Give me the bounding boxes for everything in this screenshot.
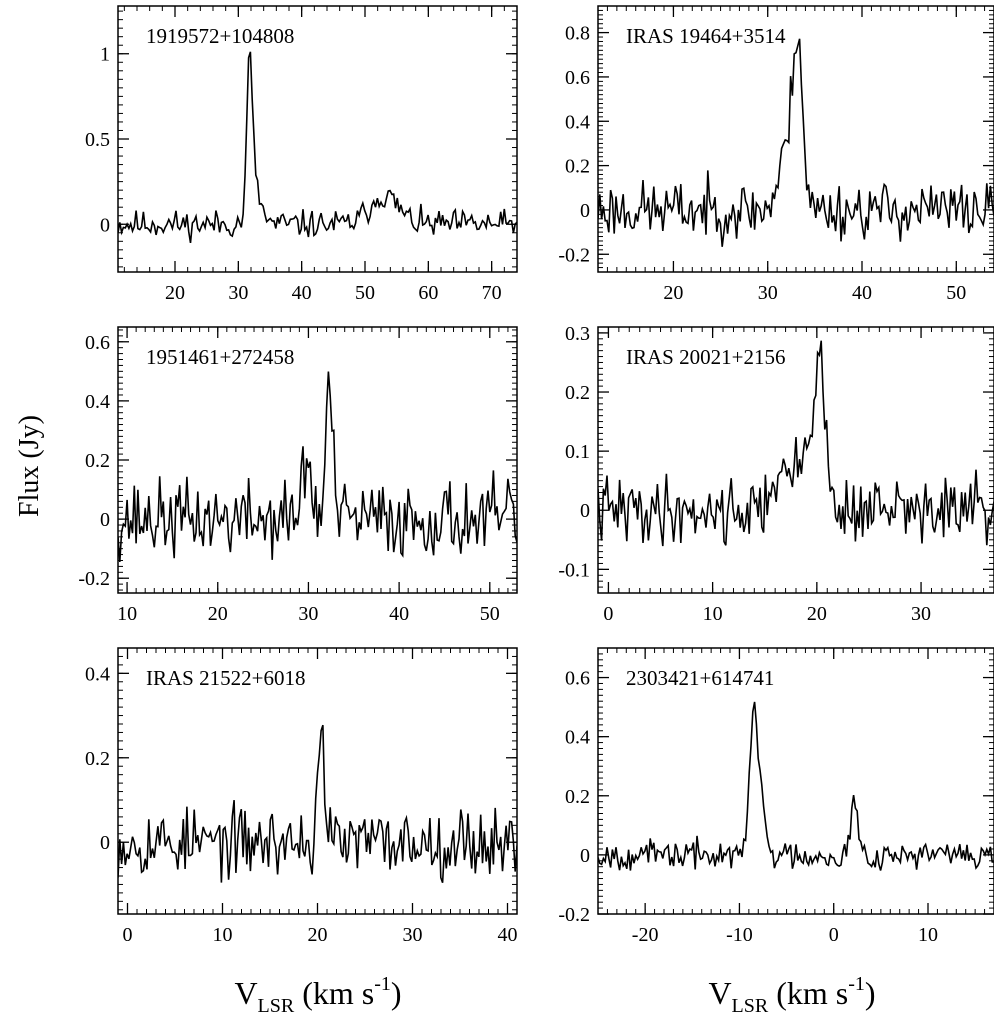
x-tick-label: 20 xyxy=(165,282,185,304)
x-tick-label: 20 xyxy=(308,924,328,946)
x-tick-label: 10 xyxy=(918,924,938,946)
x-tick-label: 10 xyxy=(117,603,137,625)
y-tick-label: 0 xyxy=(580,845,590,867)
x-tick-label: 30 xyxy=(298,603,318,625)
x-tick-label: 20 xyxy=(807,603,827,625)
x-tick-label: 50 xyxy=(355,282,375,304)
x-tick-label: 20 xyxy=(208,603,228,625)
x-tick-label: 0 xyxy=(603,603,613,625)
x-tick-label: 50 xyxy=(480,603,500,625)
spectrum-line xyxy=(598,38,994,247)
x-axis-label-sub: LSR xyxy=(258,995,295,1017)
spectrum-line xyxy=(118,51,517,244)
x-tick-label: 10 xyxy=(703,603,723,625)
spectrum-line xyxy=(118,371,517,562)
y-tick-label: 0.6 xyxy=(565,668,590,690)
y-tick-label: 0.6 xyxy=(565,67,590,89)
y-tick-label: 0.4 xyxy=(85,391,110,413)
spectrum-panel-5: 0 10 20 30 40 0 0.2 0.4 IRAS 21522+6018 xyxy=(85,647,518,946)
x-tick-label: 0 xyxy=(123,924,133,946)
spectrum-line xyxy=(598,701,994,871)
spectrum-panel-1: 20 30 40 50 60 70 0 0.5 1 1919572+104808 xyxy=(85,5,518,304)
y-tick-label: 0.3 xyxy=(565,323,590,345)
y-tick-label: 0.5 xyxy=(85,129,110,151)
y-tick-label: -0.2 xyxy=(558,244,590,266)
y-tick-label: 0 xyxy=(100,214,110,236)
x-axis-label-exp: -1 xyxy=(848,973,865,995)
y-tick-label: 0 xyxy=(580,200,590,222)
y-tick-label: 0 xyxy=(100,509,110,531)
y-tick-label: 0 xyxy=(100,832,110,854)
y-tick-label: 0 xyxy=(580,500,590,522)
x-tick-label: 0 xyxy=(829,924,839,946)
x-axis-label-main: V xyxy=(234,975,257,1011)
x-tick-label: 30 xyxy=(758,282,778,304)
source-name: IRAS 20021+2156 xyxy=(626,345,785,369)
x-tick-label: 40 xyxy=(389,603,409,625)
x-tick-label: 50 xyxy=(946,282,966,304)
y-tick-label: 1 xyxy=(100,44,110,66)
x-tick-label: 30 xyxy=(228,282,248,304)
y-tick-label: 0.6 xyxy=(85,332,110,354)
x-tick-label: 60 xyxy=(418,282,438,304)
y-tick-label: 0.4 xyxy=(565,111,590,133)
source-name: IRAS 21522+6018 xyxy=(146,666,305,690)
y-tick-label: 0.2 xyxy=(565,382,590,404)
x-axis-label-units: (km s xyxy=(768,975,848,1011)
spectrum-panel-3: 10 20 30 40 50 -0.2 0 0.2 0.4 0.6 1951461+272458 xyxy=(78,326,518,625)
x-tick-label: -20 xyxy=(632,924,659,946)
x-axis-label-right: VLSR (km s-1) xyxy=(708,973,875,1017)
y-tick-label: 0.4 xyxy=(85,663,110,685)
x-axis-label-exp: -1 xyxy=(374,973,391,995)
x-tick-label: 70 xyxy=(482,282,502,304)
y-tick-label: 0.1 xyxy=(565,441,590,463)
y-tick-label: 0.2 xyxy=(565,786,590,808)
y-tick-label: -0.1 xyxy=(558,559,590,581)
spectrum-line xyxy=(118,724,517,883)
x-tick-label: 10 xyxy=(213,924,233,946)
source-name: 1919572+104808 xyxy=(146,24,294,48)
y-tick-label: -0.2 xyxy=(78,568,110,590)
spectrum-panel-4: 0 10 20 30 -0.1 0 0.1 0.2 0.3 IRAS 20021+2156 xyxy=(558,323,994,625)
x-axis-label-close: ) xyxy=(865,975,876,1011)
x-axis-label-units: (km s xyxy=(294,975,374,1011)
x-axis-label-sub: LSR xyxy=(732,995,769,1017)
x-axis-label-close: ) xyxy=(391,975,402,1011)
spectrum-line xyxy=(598,340,994,547)
y-tick-label: 0.2 xyxy=(85,748,110,770)
x-tick-label: 30 xyxy=(403,924,423,946)
x-tick-label: 20 xyxy=(663,282,683,304)
y-tick-label: -0.2 xyxy=(558,904,590,926)
source-name: 1951461+272458 xyxy=(146,345,294,369)
source-name: 2303421+614741 xyxy=(626,666,774,690)
x-tick-label: 40 xyxy=(852,282,872,304)
x-axis-label-left: VLSR (km s-1) xyxy=(234,973,401,1017)
y-tick-label: 0.4 xyxy=(565,727,590,749)
x-axis-label-main: V xyxy=(708,975,731,1011)
x-tick-label: 30 xyxy=(911,603,931,625)
x-tick-label: 40 xyxy=(498,924,518,946)
y-axis-label: Flux (Jy) xyxy=(14,415,45,517)
source-name: IRAS 19464+3514 xyxy=(626,24,786,48)
x-tick-label: -10 xyxy=(726,924,753,946)
y-tick-label: 0.2 xyxy=(85,450,110,472)
x-tick-label: 40 xyxy=(292,282,312,304)
spectrum-panel-6: -20 -10 0 10 -0.2 0 0.2 0.4 0.6 2303421+614741 xyxy=(558,647,994,946)
y-tick-label: 0.8 xyxy=(565,23,590,45)
spectrum-panel-2: 20 30 40 50 -0.2 0 0.2 0.4 0.6 0.8 IRAS 19464+3514 xyxy=(558,5,994,304)
y-tick-label: 0.2 xyxy=(565,156,590,178)
